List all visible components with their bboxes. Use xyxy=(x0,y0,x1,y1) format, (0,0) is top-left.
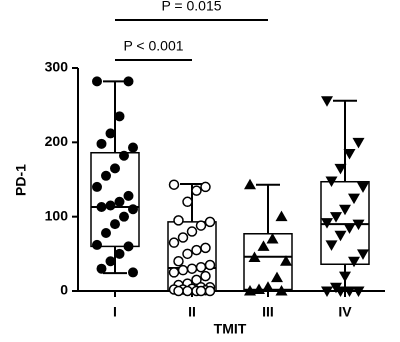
point xyxy=(114,248,125,259)
point xyxy=(105,200,116,211)
point xyxy=(352,219,365,231)
point xyxy=(334,230,347,242)
point xyxy=(343,286,356,297)
point xyxy=(96,138,107,149)
point xyxy=(114,196,125,207)
x-tick-label: I xyxy=(113,304,117,320)
point xyxy=(114,111,125,122)
point xyxy=(325,176,338,187)
point xyxy=(200,181,211,193)
point xyxy=(110,163,120,174)
point xyxy=(352,286,365,297)
point xyxy=(182,196,193,208)
point xyxy=(191,185,202,196)
x-tick-label: IV xyxy=(338,304,352,320)
point xyxy=(105,256,116,267)
point xyxy=(123,76,134,87)
point xyxy=(119,211,129,222)
point xyxy=(271,271,283,283)
point xyxy=(168,237,180,248)
y-tick-label: 100 xyxy=(45,207,69,223)
point xyxy=(123,190,134,201)
point xyxy=(280,255,292,266)
point xyxy=(110,219,120,230)
point xyxy=(101,228,111,239)
point xyxy=(266,232,279,244)
significance-label: P = 0.015 xyxy=(161,0,221,14)
point xyxy=(92,181,102,192)
point xyxy=(96,263,107,274)
point xyxy=(253,283,265,295)
point xyxy=(200,270,211,282)
point xyxy=(128,267,138,278)
point xyxy=(195,261,207,273)
point xyxy=(186,263,198,274)
point xyxy=(244,285,256,296)
point xyxy=(186,226,198,237)
point xyxy=(123,241,134,252)
point xyxy=(275,210,288,222)
y-tick-label: 300 xyxy=(45,59,69,75)
point xyxy=(177,264,189,276)
x-tick-label: II xyxy=(188,304,196,320)
point xyxy=(348,193,360,205)
point xyxy=(348,256,360,268)
point xyxy=(101,170,111,181)
point xyxy=(321,286,333,297)
point xyxy=(357,182,369,193)
point xyxy=(334,286,347,297)
x-tick-label: III xyxy=(262,304,274,320)
point xyxy=(195,220,207,231)
point xyxy=(334,163,347,175)
point xyxy=(339,271,351,283)
point xyxy=(204,216,216,228)
point xyxy=(204,259,216,271)
point xyxy=(244,178,256,190)
significance-label: P < 0.001 xyxy=(123,38,183,54)
point xyxy=(321,96,333,107)
y-axis-label: PD-1 xyxy=(13,164,29,196)
point xyxy=(204,285,216,297)
point xyxy=(173,215,184,226)
box xyxy=(320,180,370,265)
y-tick-label: 200 xyxy=(45,133,69,149)
point xyxy=(321,218,333,229)
point xyxy=(343,223,356,234)
point xyxy=(182,248,193,260)
point xyxy=(343,148,356,160)
point xyxy=(177,232,189,243)
point xyxy=(248,251,261,263)
point xyxy=(339,204,351,216)
point xyxy=(92,76,102,87)
point xyxy=(352,137,365,149)
box xyxy=(90,151,140,248)
point xyxy=(119,150,129,161)
point xyxy=(128,142,138,153)
point xyxy=(191,274,202,286)
point xyxy=(92,239,102,250)
point xyxy=(182,285,193,297)
point xyxy=(105,128,116,139)
point xyxy=(173,285,184,297)
point xyxy=(257,240,270,251)
y-tick-label: 0 xyxy=(60,282,68,298)
point xyxy=(262,281,274,292)
point xyxy=(325,240,338,251)
point xyxy=(96,202,107,213)
x-axis-label: TMIT xyxy=(214,321,247,337)
point xyxy=(168,267,180,278)
point xyxy=(191,244,202,256)
point xyxy=(128,204,138,215)
point xyxy=(275,285,288,296)
point xyxy=(330,212,342,223)
point xyxy=(200,242,211,254)
point xyxy=(357,249,369,260)
point xyxy=(195,285,207,297)
point xyxy=(173,256,184,267)
point xyxy=(168,179,180,190)
